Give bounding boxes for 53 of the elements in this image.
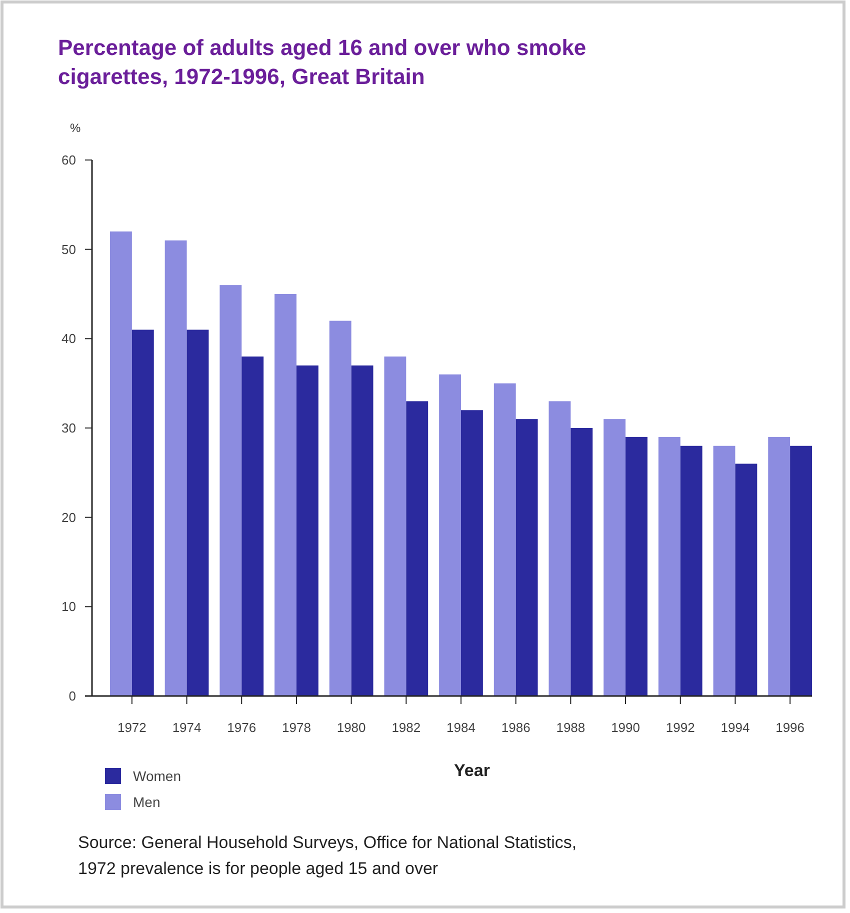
x-axis-title: Year	[454, 761, 490, 780]
bar	[132, 330, 154, 696]
bar	[242, 356, 264, 696]
x-tick-label: 1980	[336, 720, 366, 735]
x-tick-label: 1972	[117, 720, 146, 735]
bar	[439, 374, 461, 696]
legend-label: Women	[133, 768, 181, 784]
bar	[274, 294, 296, 696]
chart-title: Percentage of adults aged 16 and over who smoke cigarettes, 1972-1996, Great Britain	[58, 35, 586, 89]
bar	[570, 428, 593, 696]
x-tick-label: 1994	[720, 720, 750, 735]
bar	[186, 330, 209, 696]
x-tick-label: 1986	[501, 720, 530, 735]
y-tick-label: 0	[68, 688, 76, 704]
x-tick-label: 1982	[392, 720, 421, 735]
bar	[406, 401, 428, 696]
bar	[351, 365, 374, 696]
bar	[735, 464, 758, 696]
y-tick-label: 60	[62, 152, 76, 168]
x-tick-label: 1990	[611, 720, 640, 735]
x-tick-label: 1992	[666, 720, 695, 735]
source-note: Source: General Household Surveys, Office for National Statistics,	[78, 833, 577, 852]
bar	[790, 446, 812, 696]
y-axis-title: %	[70, 121, 81, 135]
bar	[164, 240, 187, 696]
bar	[626, 436, 648, 696]
bar	[713, 446, 736, 696]
x-tick-label: 1976	[227, 720, 256, 735]
legend-label: Men	[133, 794, 160, 810]
x-tick-label: 1988	[556, 720, 586, 735]
bar	[296, 365, 318, 696]
bar	[548, 401, 571, 696]
text: 1972 prevalence is for people aged 15 and over	[78, 859, 438, 878]
bar	[329, 320, 352, 696]
x-tick-label: 1978	[282, 720, 311, 735]
y-tick-label: 20	[62, 510, 76, 525]
y-tick-label: 30	[62, 420, 76, 436]
x-tick-label: 1974	[172, 720, 202, 735]
bar	[110, 231, 132, 696]
bar	[384, 356, 406, 696]
bar	[658, 436, 680, 696]
bar	[768, 436, 790, 696]
bar	[604, 419, 626, 696]
bar	[516, 419, 538, 696]
x-tick-label: 1984	[446, 720, 476, 735]
y-tick-label: 10	[62, 599, 76, 614]
bar	[461, 410, 483, 696]
x-tick-label: 1996	[776, 720, 805, 735]
bar	[494, 383, 516, 696]
bar	[220, 285, 242, 696]
bar	[680, 446, 702, 696]
y-tick-label: 50	[62, 242, 76, 257]
y-tick-label: 40	[62, 331, 76, 346]
